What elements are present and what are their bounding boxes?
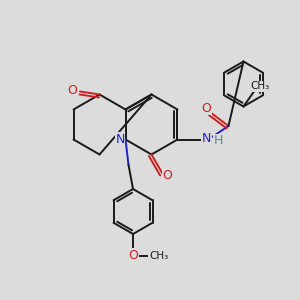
Text: N: N bbox=[116, 133, 125, 146]
Text: N: N bbox=[202, 132, 211, 145]
Text: CH₃: CH₃ bbox=[250, 81, 270, 91]
Text: O: O bbox=[162, 169, 172, 182]
Text: O: O bbox=[128, 249, 138, 262]
Text: CH₃: CH₃ bbox=[149, 250, 168, 261]
Text: H: H bbox=[214, 134, 223, 148]
Text: O: O bbox=[201, 101, 211, 115]
Text: O: O bbox=[68, 83, 77, 97]
